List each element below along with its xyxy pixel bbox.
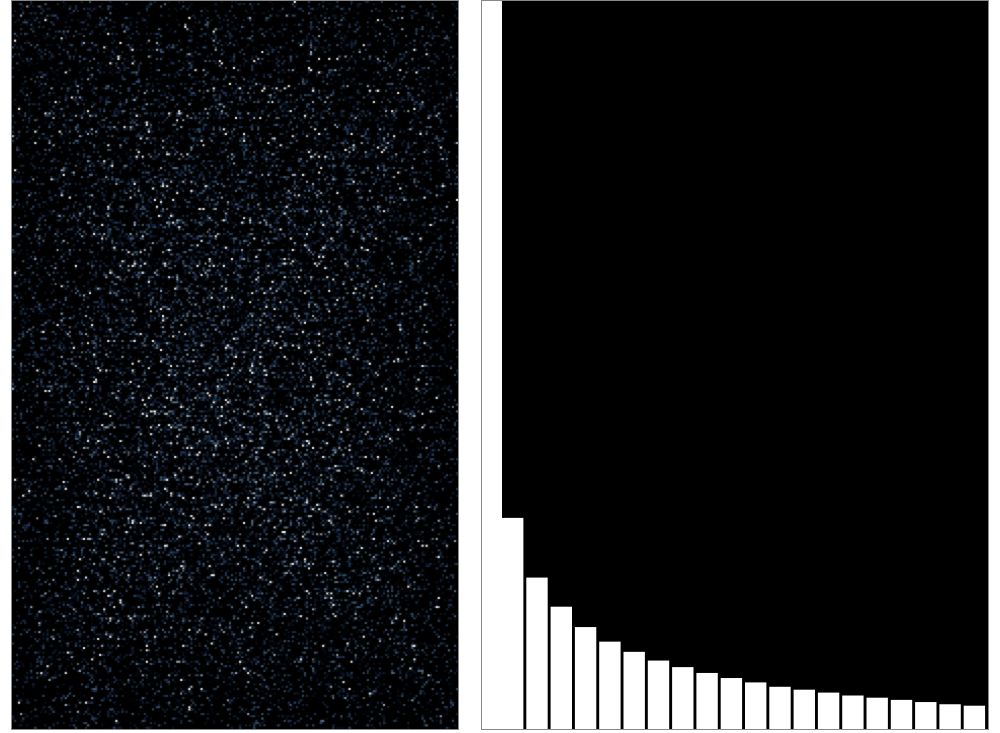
histogram-bar (939, 704, 960, 729)
histogram-bar (745, 682, 766, 729)
histogram-bar (551, 607, 572, 729)
histogram-yaxis-strip (482, 1, 502, 729)
noise-heatmap-canvas (12, 1, 458, 729)
histogram-bar (599, 642, 620, 729)
histogram-bar (575, 627, 596, 729)
histogram-bar (696, 673, 717, 729)
histogram-bar (769, 687, 790, 729)
histogram-panel (481, 0, 989, 730)
histogram-bar (964, 706, 985, 729)
histogram-bar (818, 693, 839, 729)
histogram-bar (915, 702, 936, 729)
histogram-bar (891, 700, 912, 729)
figure-container (0, 0, 1000, 733)
histogram-bar (794, 690, 815, 729)
histogram-bar (624, 652, 645, 729)
histogram-bar (648, 661, 669, 729)
histogram-bar (867, 698, 888, 729)
histogram-bar (721, 678, 742, 729)
histogram-bar (842, 696, 863, 729)
histogram-svg (482, 1, 988, 729)
histogram-bar (672, 667, 693, 729)
noise-heatmap-panel (11, 0, 459, 730)
histogram-bar (502, 518, 523, 729)
histogram-bar (526, 578, 547, 729)
